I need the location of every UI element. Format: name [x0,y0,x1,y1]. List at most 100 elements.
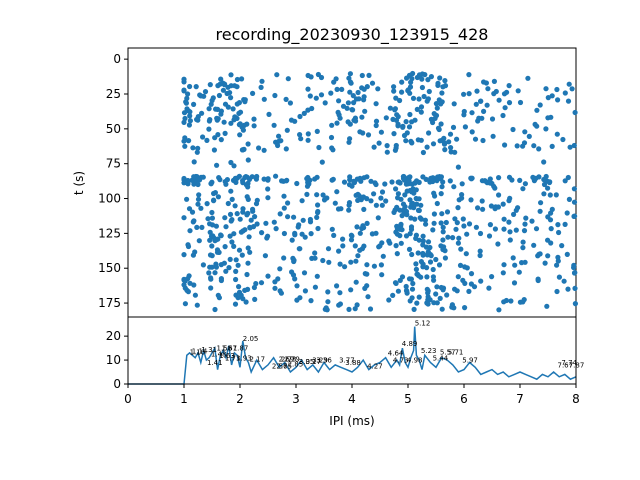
spike-point [531,242,537,248]
spike-point [400,123,406,129]
spike-point [305,137,311,143]
spike-point [427,259,434,265]
spike-point [425,239,432,245]
spike-point [383,115,389,121]
spike-point [412,117,418,123]
histogram-x-tick-label: 7 [516,392,524,406]
spike-point [455,240,461,246]
spike-point [314,174,320,180]
spike-point [536,251,542,257]
spike-point [182,143,188,149]
spike-point [532,121,538,127]
spike-point [569,86,575,92]
spike-point [441,141,448,147]
spike-point [378,129,384,135]
peak-label: 1.31 [201,346,217,354]
spike-point [452,216,458,222]
spike-point [218,76,224,82]
spike-point [215,116,221,122]
spike-point [330,176,336,182]
spike-point [440,237,446,243]
spike-point [208,181,214,187]
spike-point [516,269,522,275]
spike-point [246,176,253,182]
spike-point [441,244,447,250]
spike-point [305,86,311,92]
spike-point [306,180,312,186]
spike-point [379,189,386,195]
spike-point [463,251,469,257]
spike-point [519,260,525,266]
spike-point [364,262,370,268]
spike-point [355,197,361,203]
spike-point [572,301,579,307]
spike-point [241,122,247,128]
spike-point [565,98,572,104]
spike-point [522,221,528,227]
spike-point [566,81,572,87]
spike-point [229,196,235,202]
spike-point [535,276,541,282]
spike-point [440,179,446,185]
spike-point [547,179,553,185]
spike-point [250,206,256,212]
spike-point [401,177,407,183]
histogram-x-label: IPI (ms) [329,414,374,428]
spike-point [565,286,571,292]
spike-point [265,176,271,182]
spike-point [287,100,293,106]
spike-point [285,76,291,82]
spike-point [334,120,340,126]
spike-point [383,198,389,204]
spike-point [492,226,498,232]
spike-point [571,262,577,268]
spike-point [561,278,567,284]
spike-point [285,200,291,206]
spike-point [365,294,371,300]
spike-point [545,185,551,191]
spike-point [571,186,578,192]
spike-point [200,174,206,180]
spike-point [198,93,204,99]
spike-point [212,306,218,313]
spike-point [215,132,221,138]
spike-point [442,83,449,89]
spike-point [453,226,459,232]
spike-point [500,112,506,119]
spike-point [431,211,437,217]
spike-point [513,227,519,233]
spike-point [233,268,239,274]
spike-point [187,118,193,124]
histogram-x-tick-label: 8 [572,392,580,406]
spike-point [198,205,204,211]
spike-point [206,106,212,112]
spike-point [425,288,431,294]
spike-point [294,283,300,289]
spike-point [199,110,205,116]
spike-point [185,242,191,248]
spike-point [325,299,331,305]
peak-label: 1.48 [211,351,227,359]
spike-point [394,112,400,118]
spike-point [266,111,272,117]
spike-point [304,191,310,197]
spike-point [352,243,358,249]
spike-point [420,233,426,239]
spike-point [562,178,568,184]
spike-point [354,224,360,230]
spike-point [436,262,443,268]
spike-point [347,71,353,77]
spike-point [251,116,257,122]
spike-point [541,159,547,165]
spike-point [254,197,260,203]
peak-label: 2.73 [281,356,297,364]
spike-point [314,128,320,134]
spike-point [231,243,237,249]
spike-point [378,195,384,201]
spike-point [473,101,479,107]
spike-point [222,130,228,136]
spike-point [393,142,399,149]
spike-point [297,295,303,301]
spike-point [571,199,578,205]
spike-point [500,270,506,276]
